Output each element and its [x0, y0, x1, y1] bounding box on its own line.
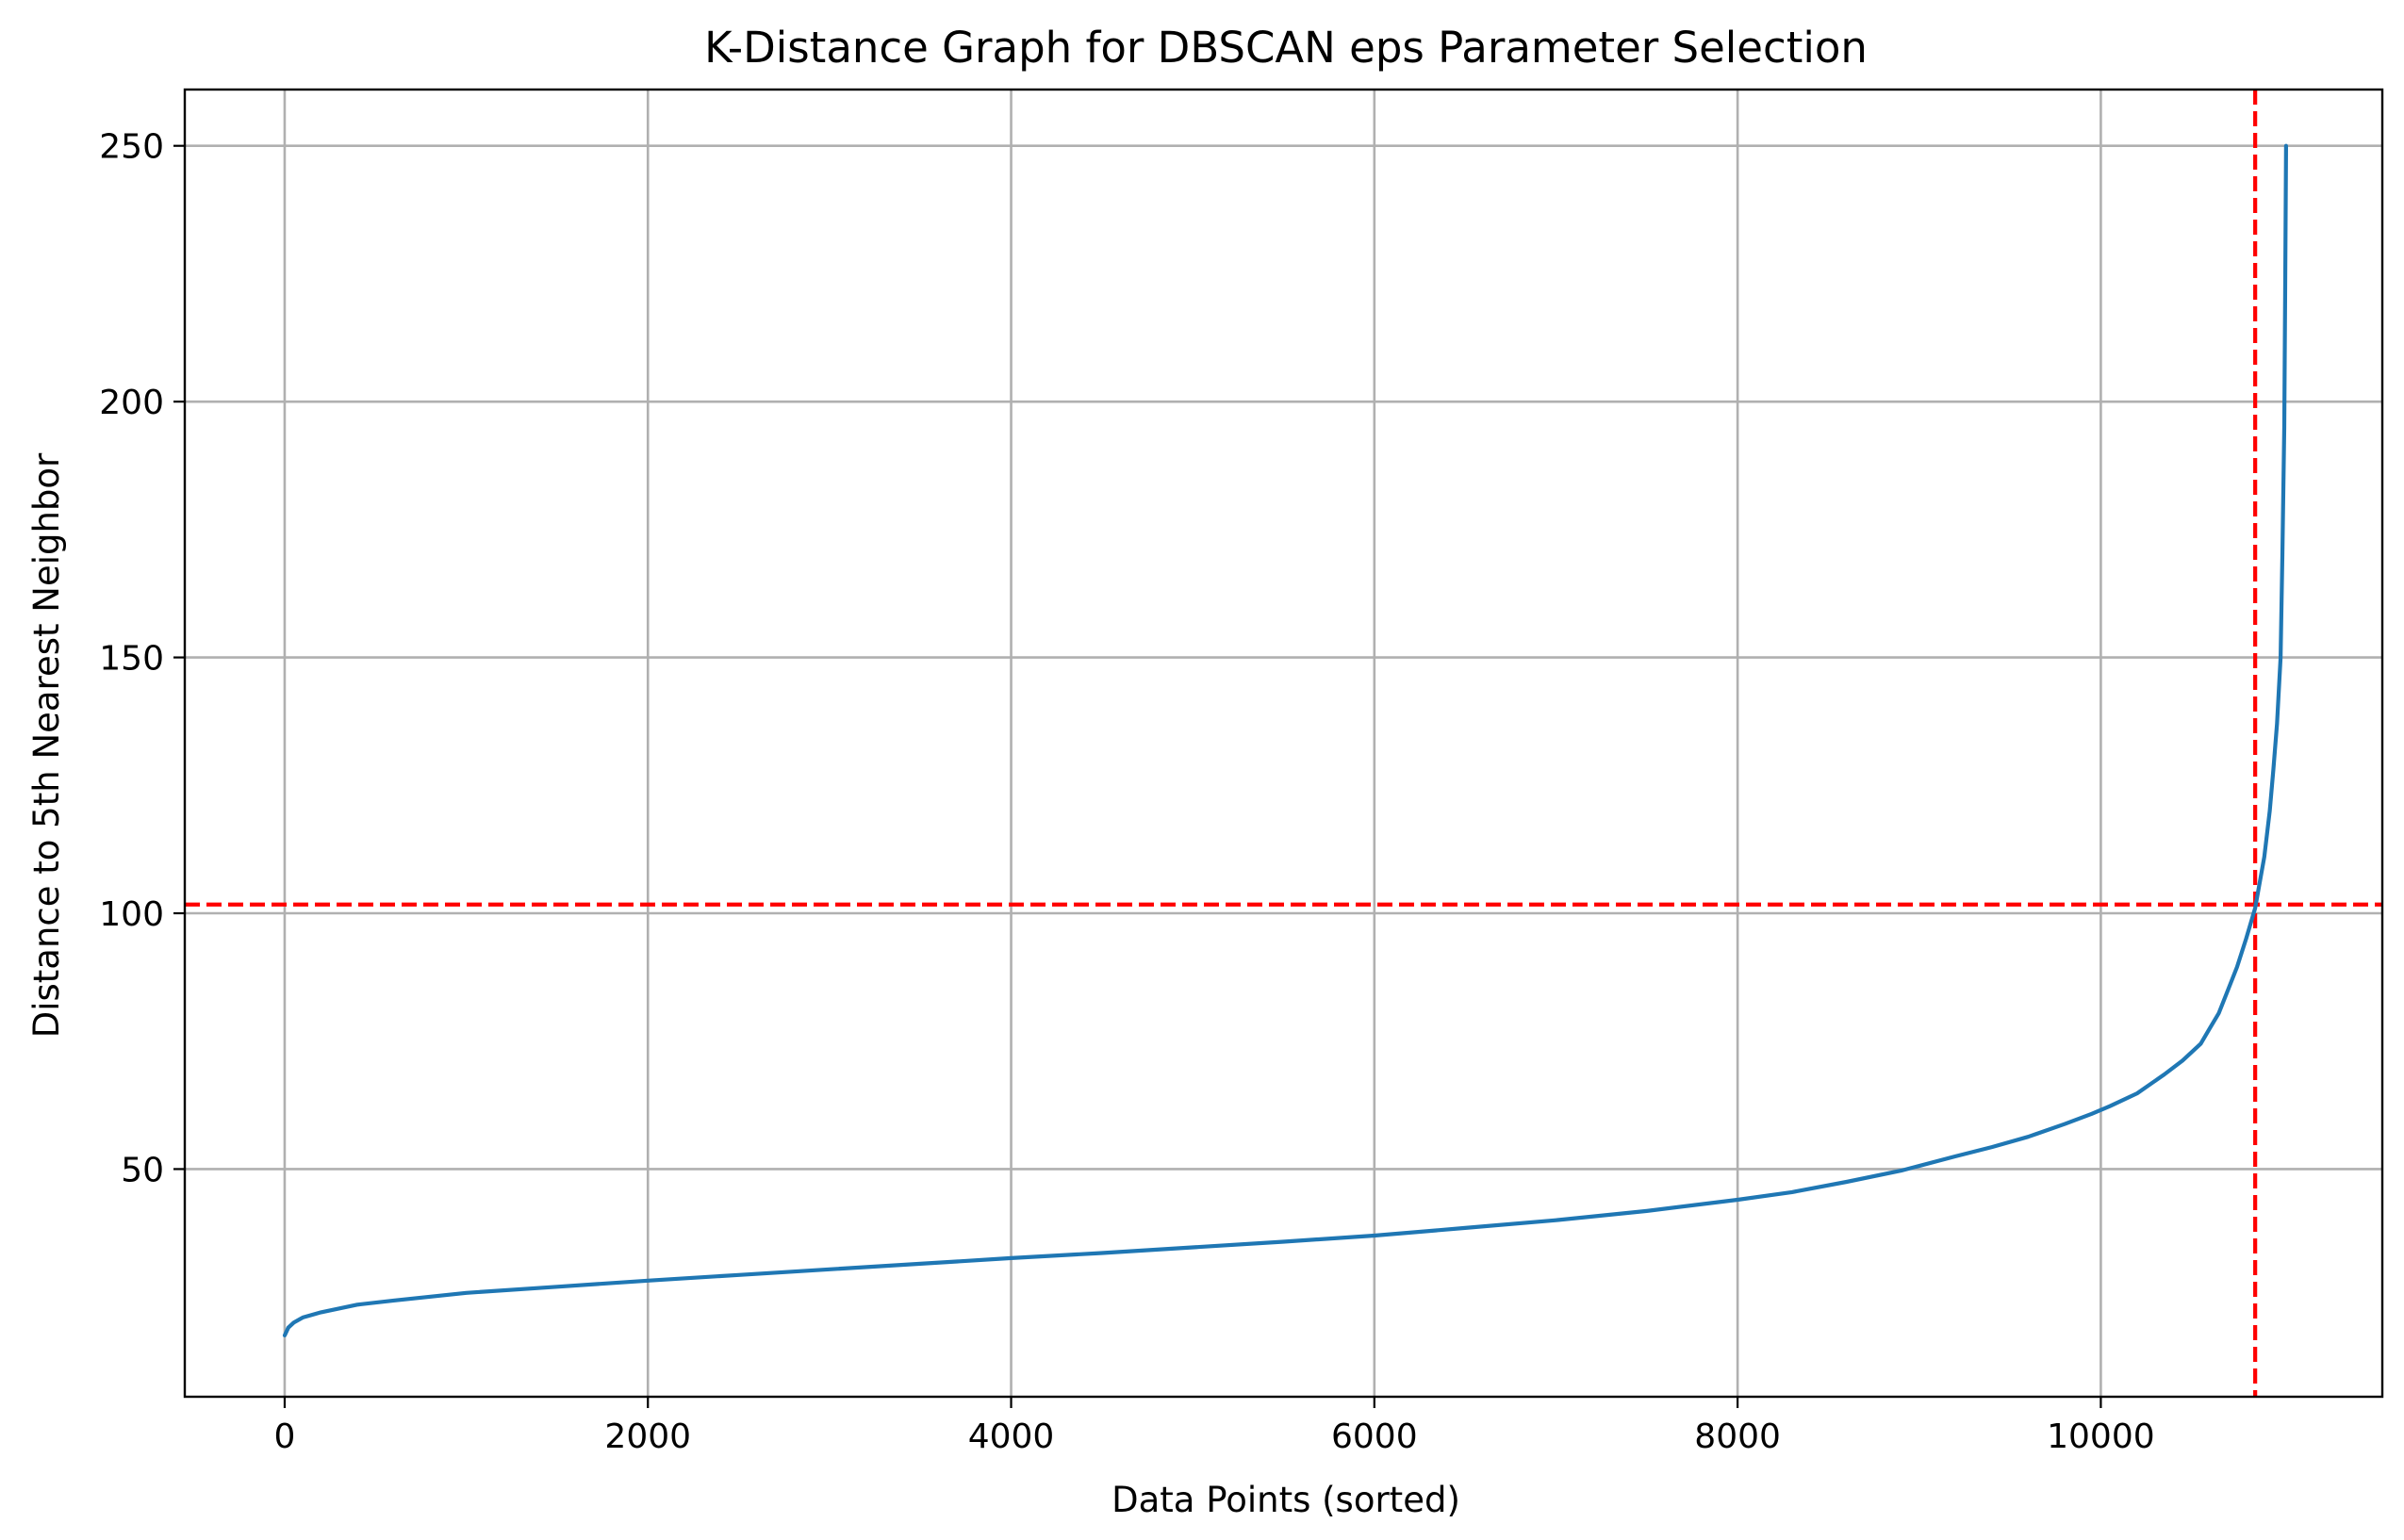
x-tick-label: 2000 [604, 1417, 691, 1456]
x-tick-label: 10000 [2047, 1417, 2155, 1456]
y-axis-label: Distance to 5th Nearest Neighbor [26, 452, 67, 1038]
series-layer [282, 143, 2288, 1337]
x-tick-label: 6000 [1331, 1417, 1418, 1456]
y-tick-label: 150 [99, 640, 164, 679]
reference-lines [185, 90, 2382, 1397]
y-tick-label: 100 [99, 895, 164, 934]
x-tick-label: 0 [274, 1417, 296, 1456]
tick-marks [173, 144, 2102, 1408]
y-tick-labels: 50 100 150 200 250 [99, 128, 164, 1190]
x-axis-label: Data Points (sorted) [1111, 1480, 1460, 1520]
chart-title: K-Distance Graph for DBSCAN eps Paramete… [704, 23, 1868, 73]
x-tick-label: 4000 [968, 1417, 1055, 1456]
series-line [282, 143, 2288, 1337]
x-tick-label: 8000 [1694, 1417, 1781, 1456]
plot-frame [183, 88, 2384, 1399]
y-tick-label: 250 [99, 128, 164, 167]
y-tick-label: 200 [99, 384, 164, 422]
y-tick-label: 50 [121, 1151, 164, 1189]
x-tick-labels: 0 2000 4000 6000 8000 10000 [274, 1417, 2155, 1456]
grid [185, 90, 2382, 1397]
